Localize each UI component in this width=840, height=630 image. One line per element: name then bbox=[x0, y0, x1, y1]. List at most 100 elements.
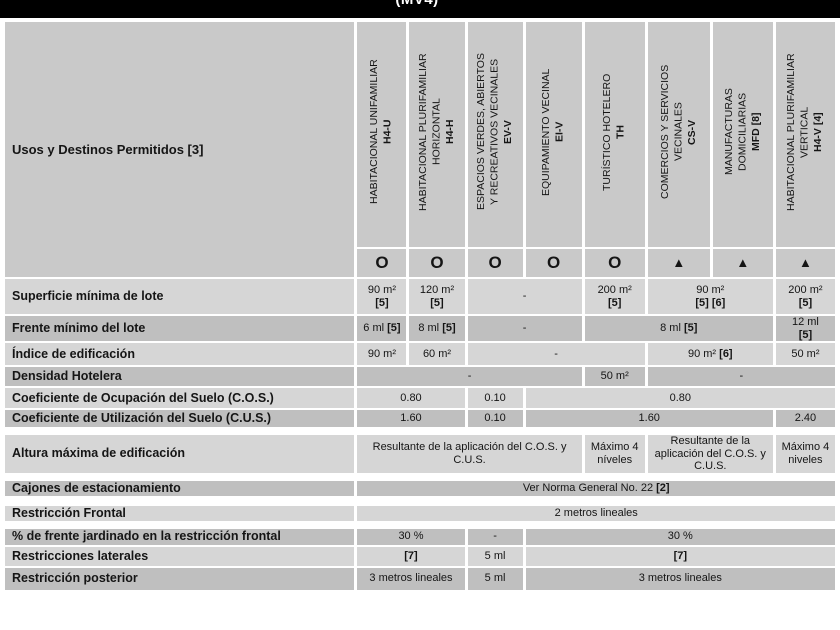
column-name: Y RECREATIVOS VECINALES bbox=[488, 58, 501, 206]
cell-ref: [5] bbox=[387, 322, 401, 335]
cell-value: Ver Norma General No. 22 bbox=[522, 481, 654, 494]
table-row: Altura máxima de edificación Resultante … bbox=[1, 427, 839, 478]
zoning-norms-table: Usos y Destinos Permitidos [3] HABITACIO… bbox=[1, 20, 839, 592]
table-row: Índice de edificación 90 m² 60 m² - 90 m… bbox=[1, 341, 839, 367]
cell-value: 0.80 bbox=[522, 386, 839, 410]
cell-ref: [5] [6] bbox=[695, 296, 726, 309]
column-header-h4v: HABITACIONAL PLURIFAMILIAR VERTICAL H4-V [… bbox=[772, 20, 839, 249]
column-name: HABITACIONAL UNIFAMILIAR bbox=[368, 59, 381, 205]
row-label: Coeficiente de Utilización del Suelo (C.… bbox=[1, 408, 358, 432]
column-name: ESPACIOS VERDES, ABIERTOS bbox=[474, 53, 487, 211]
cell-ref: [5] bbox=[375, 296, 389, 309]
cell-value: 1.60 bbox=[354, 408, 468, 432]
permitted-symbol: O bbox=[375, 252, 389, 272]
table-row: Superficie mínima de lote 90 m² [5] 120 m… bbox=[1, 277, 839, 316]
conditioned-symbol: ▲ bbox=[798, 255, 812, 270]
row-label: Índice de edificación bbox=[1, 341, 358, 367]
table-row: Restricción posterior 3 metros lineales … bbox=[1, 565, 839, 592]
cell-value: 2 metros lineales bbox=[354, 495, 838, 526]
column-code: H4-U bbox=[381, 119, 394, 145]
conditioned-symbol: ▲ bbox=[736, 255, 750, 270]
column-name: TURÍSTICO HOTELERO bbox=[601, 73, 614, 191]
row-label: Cajones de estacionamiento bbox=[1, 472, 358, 502]
cell-value: 90 m² bbox=[696, 284, 725, 296]
cell-value: 30 % bbox=[522, 520, 839, 547]
title-bar: (MV4) bbox=[0, 0, 840, 18]
cell-value: 2.40 bbox=[772, 408, 839, 432]
cell-ref: [2] bbox=[656, 481, 670, 494]
column-name: HABITACIONAL PLURIFAMILIAR bbox=[416, 53, 429, 211]
cell-value: - bbox=[464, 277, 585, 316]
cell-ref: [5] bbox=[798, 328, 813, 341]
column-code: EI-V bbox=[553, 121, 566, 143]
cell-value: - bbox=[464, 314, 585, 343]
table-row: Restricciones laterales [7] 5 ml [7] bbox=[1, 544, 839, 568]
cell-value: 3 metros lineales bbox=[522, 565, 839, 592]
table-row: Restricción Frontal 2 metros lineales bbox=[1, 495, 838, 526]
row-label: Frente mínimo del lote bbox=[1, 314, 358, 343]
cell-ref: [7] bbox=[404, 549, 418, 562]
column-header-mfd: MANUFACTURAS DOMICILIARIAS MFD [8] bbox=[709, 20, 776, 249]
cell-value: Resultante de la aplicación del C.O.S. y… bbox=[354, 427, 585, 478]
column-code: MFD [8] bbox=[749, 112, 762, 152]
column-code: H4-V [4] bbox=[812, 112, 825, 152]
cell-ref: [6] bbox=[719, 347, 733, 360]
cell-value: 8 ml bbox=[660, 322, 681, 335]
conditioned-symbol: ▲ bbox=[672, 255, 686, 270]
column-name: HORIZONTAL bbox=[430, 98, 443, 166]
page-title: (MV4) bbox=[0, 0, 834, 8]
cell-value: - bbox=[354, 365, 585, 388]
column-name: HABITACIONAL PLURIFAMILIAR bbox=[785, 53, 798, 211]
table-row: % de frente jardinado en la restricción … bbox=[1, 520, 839, 547]
header-row: Usos y Destinos Permitidos [3] HABITACIO… bbox=[1, 20, 839, 279]
column-header-eiv: EQUIPAMIENTO VECINAL EI-V bbox=[522, 20, 585, 249]
cell-value: 50 m² bbox=[772, 341, 839, 367]
column-name: COMERCIOS Y SERVICIOS bbox=[658, 64, 671, 200]
row-label: Restricción posterior bbox=[1, 565, 358, 592]
cell-ref: [5] bbox=[683, 322, 698, 335]
cell-value: 90 m² bbox=[687, 347, 717, 360]
cell-value: 30 % bbox=[354, 520, 468, 547]
row-label: Coeficiente de Ocupación del Suelo (C.O.… bbox=[1, 386, 358, 410]
cell-value: 6 ml bbox=[363, 322, 385, 335]
symbol-row: O O O O O ▲ ▲ ▲ bbox=[4, 247, 839, 279]
column-name: DOMICILIARIAS bbox=[736, 92, 749, 172]
cell-value: - bbox=[464, 520, 526, 547]
column-header-csv: COMERCIOS Y SERVICIOS VECINALES CS-V bbox=[644, 20, 713, 249]
cell-value: 50 m² bbox=[581, 365, 648, 388]
permitted-symbol: O bbox=[430, 252, 444, 272]
column-name: MANUFACTURAS bbox=[722, 88, 735, 176]
cell-ref: [5] bbox=[798, 296, 813, 309]
cell-value: 3 metros lineales bbox=[354, 565, 468, 592]
column-header-h4u: HABITACIONAL UNIFAMILIAR H4-U bbox=[354, 20, 410, 249]
cell-value: 90 m² bbox=[367, 284, 396, 296]
column-name: VERTICAL bbox=[798, 106, 811, 158]
row-label: Densidad Hotelera bbox=[1, 365, 358, 388]
cell-value: 12 ml bbox=[791, 316, 819, 328]
cell-value: 0.10 bbox=[464, 408, 526, 432]
cell-value: 1.60 bbox=[522, 408, 776, 432]
cell-ref: [7] bbox=[673, 549, 688, 562]
row-label: Altura máxima de edificación bbox=[1, 427, 358, 478]
cell-value: 200 m² bbox=[597, 284, 632, 296]
cell-value: 0.80 bbox=[354, 386, 468, 410]
cell-value: Máximo 4 niveles bbox=[781, 441, 830, 466]
cell-ref: [5] bbox=[430, 296, 444, 309]
table-row: Frente mínimo del lote 6 ml [5] 8 ml [5]… bbox=[1, 314, 839, 343]
table-row: Densidad Hotelera - 50 m² - bbox=[1, 365, 839, 388]
column-code: CS-V bbox=[685, 119, 698, 145]
table-row: Coeficiente de Ocupación del Suelo (C.O.… bbox=[1, 386, 839, 410]
column-name: VECINALES bbox=[672, 102, 684, 162]
row-label: Restricción Frontal bbox=[1, 495, 358, 526]
cell-value: Resultante de la aplicación del C.O.S. y… bbox=[644, 427, 776, 478]
cell-value: 60 m² bbox=[406, 341, 468, 367]
column-header-h4h: HABITACIONAL PLURIFAMILIAR HORIZONTAL H4-H bbox=[406, 20, 468, 249]
column-code: TH bbox=[614, 125, 627, 139]
column-name: EQUIPAMIENTO VECINAL bbox=[540, 68, 553, 196]
cell-value: 90 m² bbox=[354, 341, 410, 367]
cell-ref: [5] bbox=[442, 322, 456, 335]
row-label: Superficie mínima de lote bbox=[1, 277, 358, 316]
table-row: Cajones de estacionamiento Ver Norma Gen… bbox=[1, 472, 838, 502]
cell-value: 120 m² bbox=[419, 284, 455, 296]
row-label: Restricciones laterales bbox=[1, 544, 358, 568]
